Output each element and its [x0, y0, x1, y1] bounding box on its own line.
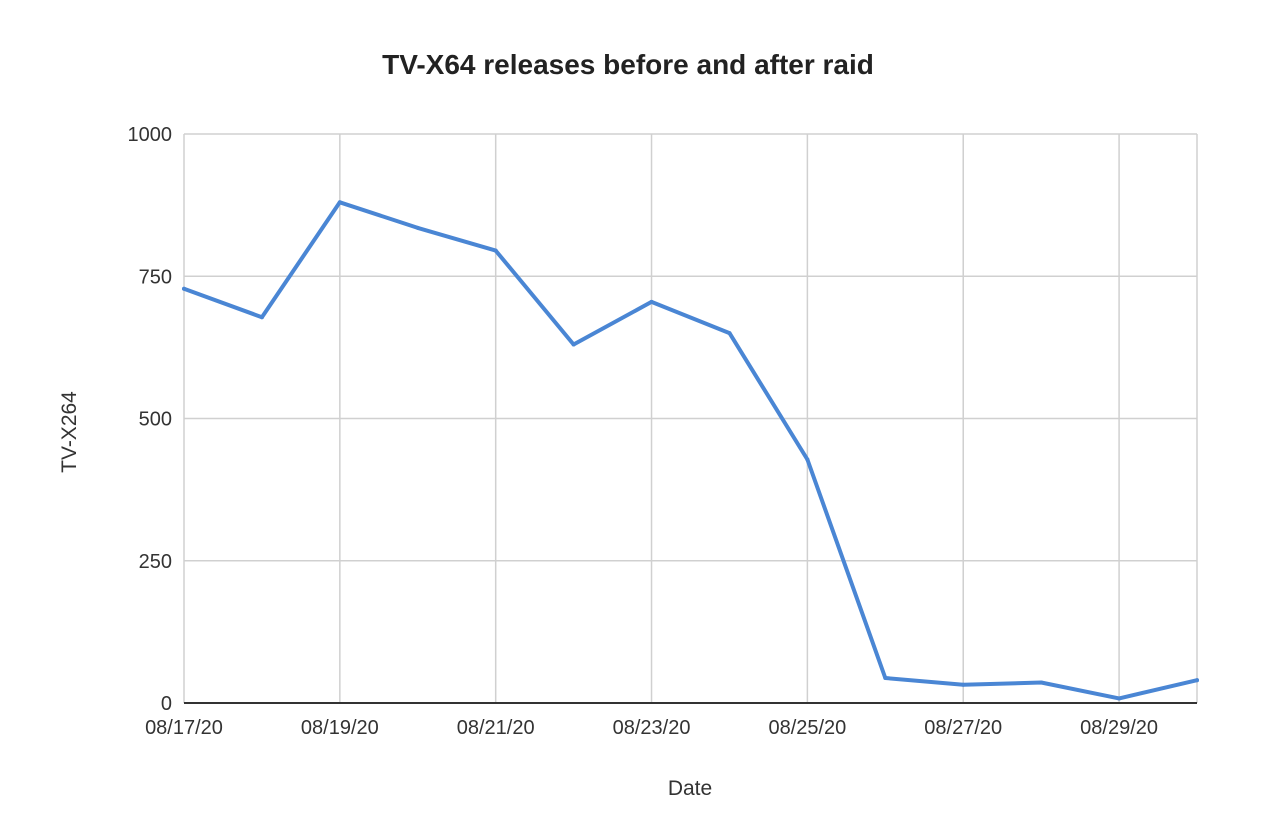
data-point: [1117, 696, 1122, 701]
data-point: [883, 675, 888, 680]
data-point: [727, 331, 732, 336]
x-tick-label: 08/17/20: [145, 717, 223, 739]
data-point: [493, 248, 498, 253]
data-point: [649, 299, 654, 304]
y-tick-label: 500: [139, 409, 172, 431]
y-tick-label: 1000: [128, 124, 173, 146]
x-tick-label: 08/27/20: [924, 717, 1002, 739]
data-point: [1195, 678, 1199, 683]
series-layer: [182, 200, 1199, 701]
data-point: [805, 457, 810, 462]
data-point: [415, 225, 420, 230]
y-axis-ticks: 0 250 500 750 1000: [128, 124, 173, 715]
series-line: [182, 200, 1199, 701]
data-point: [259, 315, 264, 320]
y-axis-title: TV-X264: [58, 391, 81, 473]
x-tick-label: 08/19/20: [301, 717, 379, 739]
x-axis-ticks: 08/17/20 08/19/20 08/21/20 08/23/20 08/25/20…: [145, 717, 1158, 739]
data-point: [571, 342, 576, 347]
y-tick-label: 250: [139, 551, 172, 573]
data-point: [1039, 680, 1044, 685]
x-axis-title: Date: [668, 777, 712, 800]
x-tick-label: 08/25/20: [768, 717, 846, 739]
y-tick-label: 750: [139, 266, 172, 288]
y-tick-label: 0: [161, 693, 172, 715]
data-point: [337, 200, 342, 205]
chart-title: TV-X64 releases before and after raid: [382, 49, 874, 80]
x-tick-label: 08/23/20: [613, 717, 691, 739]
x-tick-label: 08/21/20: [457, 717, 535, 739]
data-point: [961, 682, 966, 687]
x-tick-label: 08/29/20: [1080, 717, 1158, 739]
data-point: [182, 286, 186, 291]
grid-lines: [183, 133, 1198, 703]
